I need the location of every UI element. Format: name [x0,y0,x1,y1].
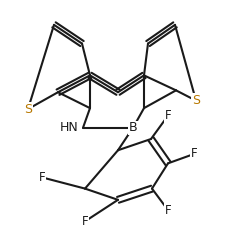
Text: F: F [82,215,88,228]
Text: F: F [165,109,171,122]
Text: HN: HN [60,121,79,134]
Text: S: S [192,94,200,107]
Text: B: B [129,121,137,134]
Text: F: F [39,171,45,184]
Text: S: S [24,103,32,116]
Text: F: F [165,204,171,217]
Text: F: F [191,147,197,160]
